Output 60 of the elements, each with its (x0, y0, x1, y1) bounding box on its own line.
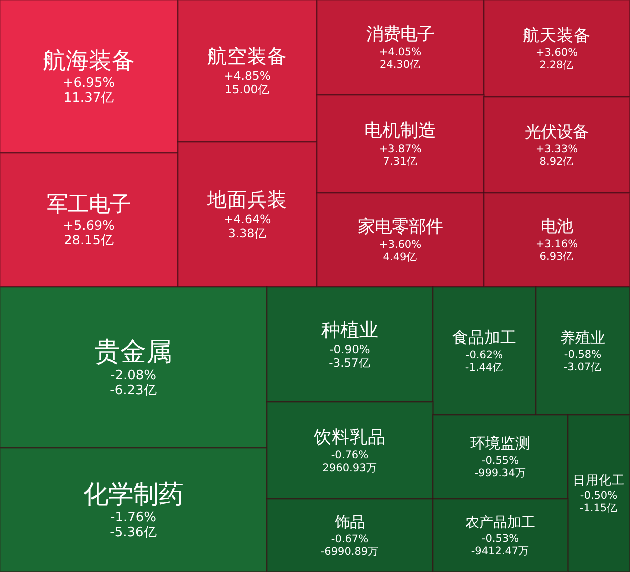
data-label: -1.15亿 (580, 502, 618, 515)
data-label: +5.69% (63, 218, 115, 234)
data-label: 24.30亿 (380, 59, 422, 72)
data-label: -0.67% (331, 534, 369, 546)
data-label: -999.34万 (474, 467, 526, 480)
category-label: 消费电子 (366, 25, 434, 46)
data-label: +3.60% (536, 47, 578, 60)
data-label: -5.36亿 (110, 526, 157, 541)
data-label: -9412.47万 (471, 545, 530, 558)
category-label: 地面兵装 (206, 188, 288, 212)
data-label: 4.49亿 (383, 252, 418, 264)
category-label: 化学制药 (84, 480, 184, 509)
data-label: -0.62% (466, 349, 504, 362)
data-label: +3.33% (536, 144, 578, 156)
data-label: +3.16% (536, 238, 578, 251)
category-label: 食品加工 (452, 328, 516, 348)
data-label: +4.85% (224, 69, 271, 83)
data-label: 2960.93万 (322, 462, 378, 474)
data-label: +4.05% (379, 46, 422, 59)
data-label: 15.00亿 (224, 82, 270, 97)
category-label: 环境监测 (470, 436, 530, 453)
data-label: -1.76% (110, 510, 156, 526)
category-label: 家电零部件 (358, 218, 443, 238)
data-label: 2.28亿 (540, 60, 574, 72)
data-label: 7.31亿 (383, 154, 418, 168)
category-label: 农产品加工 (466, 514, 536, 531)
category-label: 光伏设备 (525, 122, 589, 142)
category-label: 航空装备 (208, 45, 288, 68)
category-label: 种植业 (322, 318, 378, 342)
data-label: +3.87% (379, 142, 422, 156)
category-label: 日用化工 (573, 472, 625, 488)
data-label: -6.23亿 (110, 384, 157, 399)
data-label: 6.93亿 (540, 251, 574, 264)
data-label: -3.57亿 (329, 356, 371, 370)
data-label: -0.90% (330, 342, 370, 356)
data-label: +4.64% (224, 212, 272, 227)
data-label: -3.07亿 (564, 362, 602, 374)
data-label: 8.92亿 (540, 156, 574, 168)
category-label: 饰品 (334, 513, 365, 532)
data-label: -0.58% (564, 349, 602, 362)
category-label: 航天装备 (523, 26, 591, 45)
category-label: 电机制造 (364, 122, 436, 142)
category-label: 贵金属 (94, 338, 172, 368)
category-label: 饮料乳品 (313, 428, 386, 448)
category-label: 电池 (541, 217, 573, 236)
category-label: 航海装备 (43, 48, 135, 75)
data-label: -2.08% (110, 368, 156, 384)
data-label: -6990.89万 (320, 546, 380, 558)
category-label: 养殖业 (560, 328, 606, 347)
data-label: -0.53% (482, 532, 520, 545)
data-label: -0.50% (580, 490, 618, 502)
data-label: +3.60% (379, 239, 422, 252)
data-label: 28.15亿 (64, 234, 114, 249)
category-label: 军工电子 (47, 192, 131, 218)
data-label: +6.95% (62, 76, 116, 92)
data-label: 11.37亿 (64, 91, 114, 106)
data-label: -1.44亿 (465, 362, 504, 374)
data-label: -0.76% (331, 450, 369, 462)
data-label: -0.55% (482, 454, 520, 467)
data-label: 3.38亿 (228, 226, 267, 240)
